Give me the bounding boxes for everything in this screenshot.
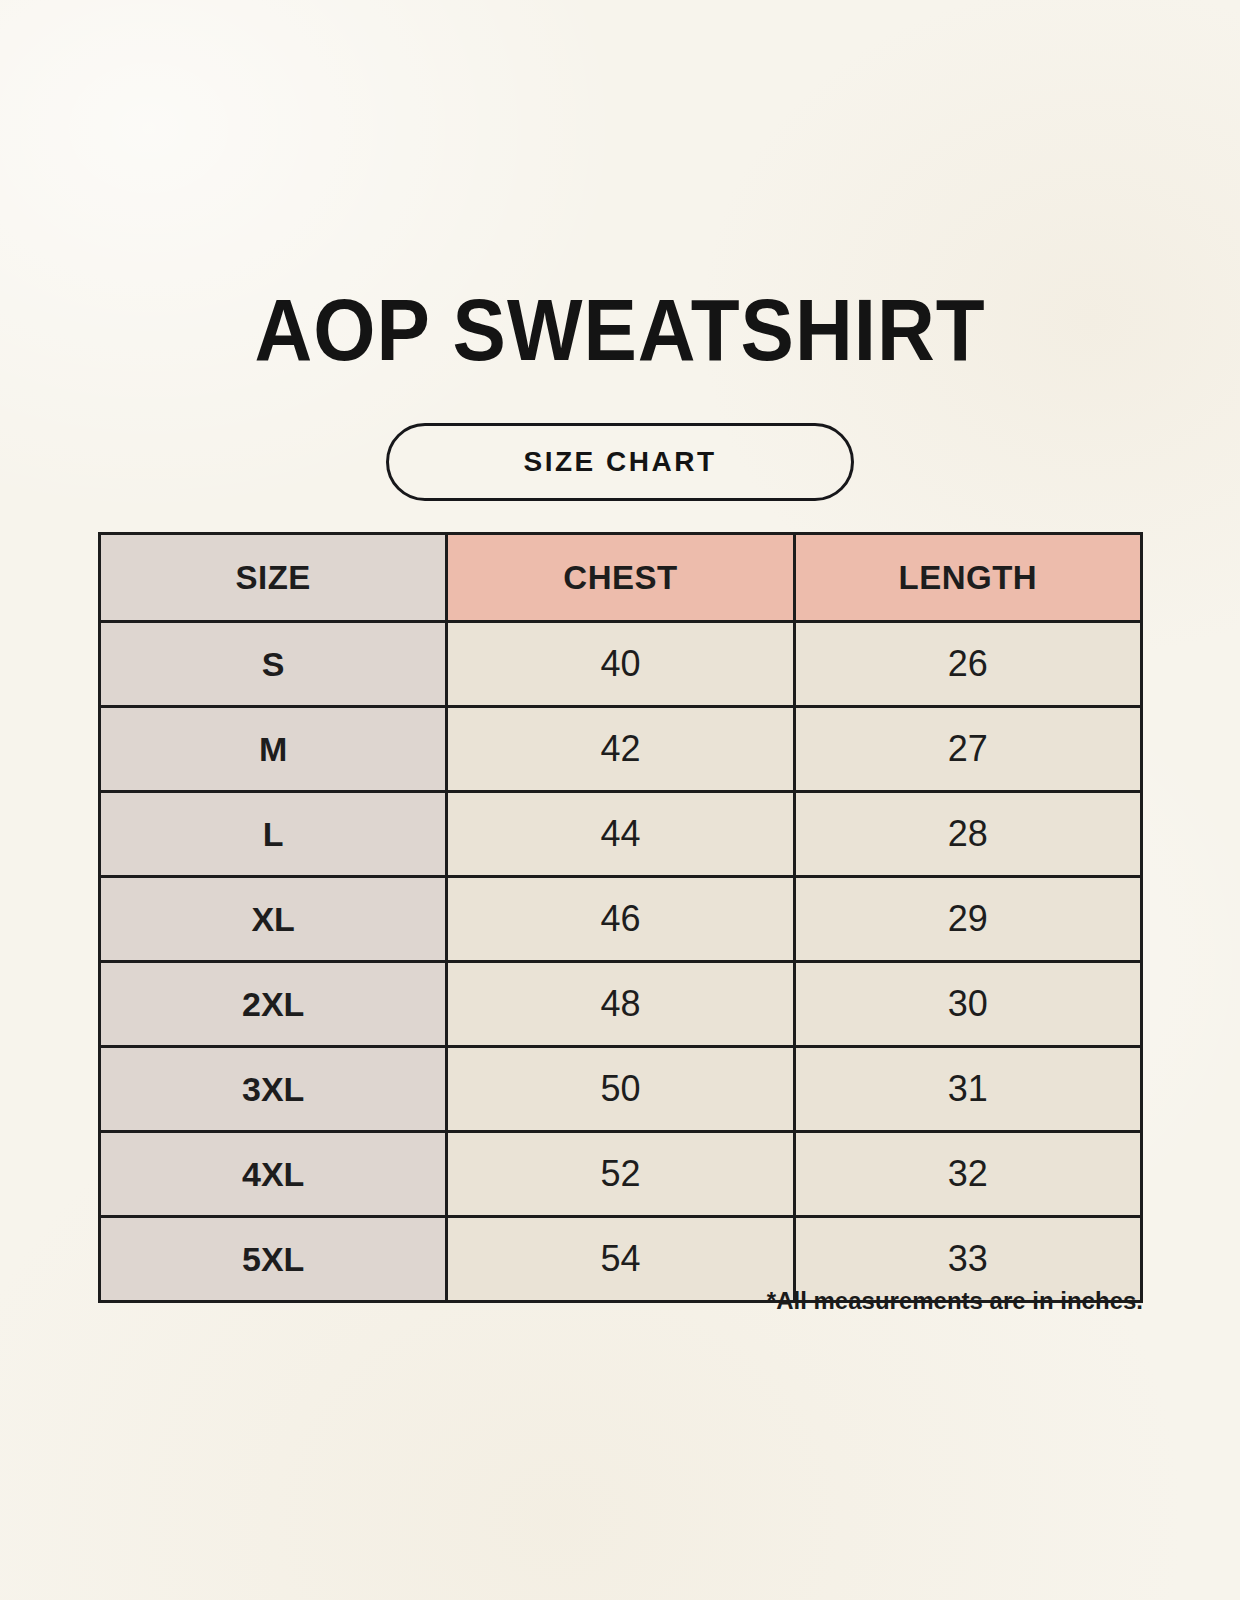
size-chart-badge: SIZE CHART — [386, 423, 854, 501]
length-value-cell: 30 — [794, 962, 1141, 1047]
length-value-cell: 29 — [794, 877, 1141, 962]
chest-value-cell: 48 — [447, 962, 794, 1047]
size-label-cell: 2XL — [100, 962, 447, 1047]
chest-value-cell: 52 — [447, 1132, 794, 1217]
size-table-row: M4227 — [100, 707, 1142, 792]
size-table-row: 2XL4830 — [100, 962, 1142, 1047]
size-chart-page: AOP SWEATSHIRT SIZE CHART SIZE CHEST LEN… — [0, 0, 1240, 1600]
size-label-cell: L — [100, 792, 447, 877]
length-value-cell: 32 — [794, 1132, 1141, 1217]
size-table-body: S4026M4227L4428XL46292XL48303XL50314XL52… — [100, 622, 1142, 1302]
chest-value-cell: 42 — [447, 707, 794, 792]
size-label-cell: 5XL — [100, 1217, 447, 1302]
size-table-row: XL4629 — [100, 877, 1142, 962]
length-value-cell: 28 — [794, 792, 1141, 877]
chest-value-cell: 54 — [447, 1217, 794, 1302]
size-table: SIZE CHEST LENGTH S4026M4227L4428XL46292… — [98, 532, 1143, 1303]
size-label-cell: M — [100, 707, 447, 792]
measurement-note: *All measurements are in inches. — [767, 1287, 1143, 1315]
chest-value-cell: 40 — [447, 622, 794, 707]
size-table-row: 3XL5031 — [100, 1047, 1142, 1132]
chest-value-cell: 50 — [447, 1047, 794, 1132]
page-title: AOP SWEATSHIRT — [0, 282, 1240, 379]
size-label-cell: S — [100, 622, 447, 707]
size-table-row: L4428 — [100, 792, 1142, 877]
size-table-row: S4026 — [100, 622, 1142, 707]
length-value-cell: 27 — [794, 707, 1141, 792]
size-label-cell: 3XL — [100, 1047, 447, 1132]
size-label-cell: XL — [100, 877, 447, 962]
length-value-cell: 26 — [794, 622, 1141, 707]
size-table-header-row: SIZE CHEST LENGTH — [100, 534, 1142, 622]
size-label-cell: 4XL — [100, 1132, 447, 1217]
chest-value-cell: 44 — [447, 792, 794, 877]
size-table-row: 4XL5232 — [100, 1132, 1142, 1217]
chest-value-cell: 46 — [447, 877, 794, 962]
column-header-chest: CHEST — [447, 534, 794, 622]
length-value-cell: 31 — [794, 1047, 1141, 1132]
size-chart-badge-label: SIZE CHART — [524, 446, 717, 478]
column-header-size: SIZE — [100, 534, 447, 622]
column-header-length: LENGTH — [794, 534, 1141, 622]
